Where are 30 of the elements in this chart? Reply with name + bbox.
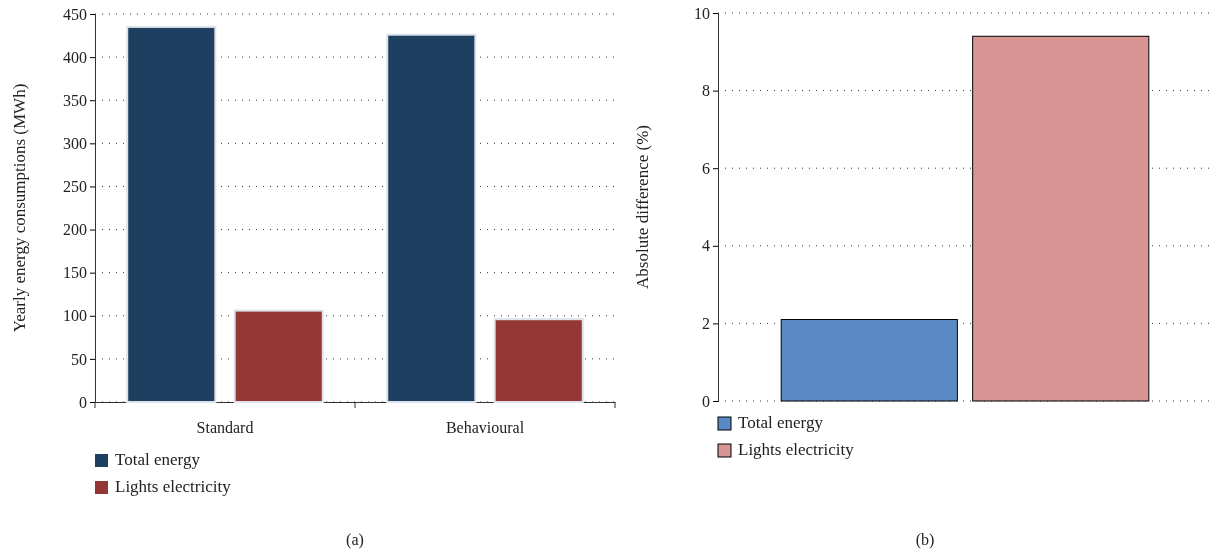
y-axis-title: Yearly energy consumptions (MWh) (10, 83, 29, 333)
y-tick-label: 4 (702, 237, 710, 255)
y-tick-label: 2 (702, 315, 710, 333)
y-tick-label: 10 (694, 4, 710, 22)
y-tick-label: 300 (63, 134, 87, 152)
bar (493, 318, 584, 403)
text: (b) (915, 531, 935, 549)
y-tick-label: 0 (79, 393, 87, 411)
legend-label: Lights electricity (115, 477, 232, 496)
y-tick-label: 8 (702, 82, 710, 100)
legend-label: Lights electricity (738, 440, 855, 459)
y-tick-label: 400 (63, 48, 87, 66)
y-tick-label: 50 (71, 350, 87, 368)
y-tick-label: 100 (63, 307, 87, 325)
legend-label: Total energy (115, 450, 201, 469)
x-tick-label: Behavioural (445, 419, 525, 437)
x-tick-label: Standard (196, 419, 254, 437)
y-tick-label: 6 (702, 159, 710, 177)
y-tick-label: 0 (702, 392, 710, 410)
y-tick-label: 250 (63, 178, 87, 196)
text: (a) (346, 531, 364, 549)
bar (386, 33, 477, 403)
y-tick-label: 450 (63, 5, 87, 23)
y-tick-label: 200 (63, 221, 87, 239)
legend-label: Total energy (738, 413, 824, 432)
bar (233, 309, 324, 403)
y-axis-title: Absolute difference (%) (633, 125, 652, 289)
y-tick-label: 350 (63, 91, 87, 109)
y-tick-label: 150 (63, 264, 87, 282)
bar (126, 25, 217, 403)
